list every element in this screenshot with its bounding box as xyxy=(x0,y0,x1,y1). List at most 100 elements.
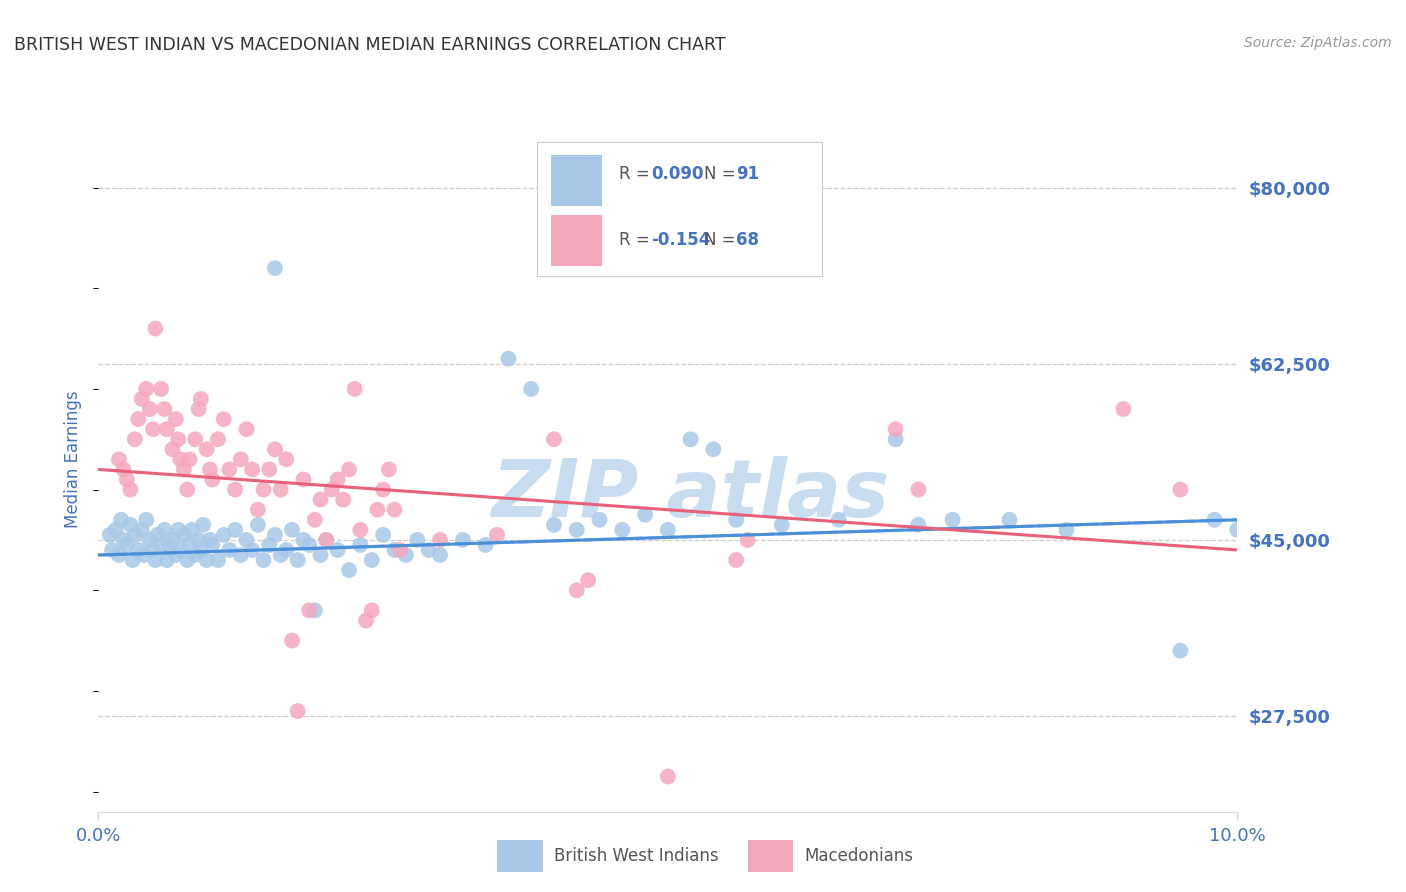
Point xyxy=(224,483,246,497)
Point xyxy=(576,573,599,587)
FancyBboxPatch shape xyxy=(748,840,793,871)
Point xyxy=(298,603,321,617)
Point xyxy=(998,513,1021,527)
Point xyxy=(384,543,406,558)
Point xyxy=(173,462,195,476)
Point xyxy=(657,769,679,784)
Point xyxy=(270,483,292,497)
Point xyxy=(679,432,702,446)
Text: N =: N = xyxy=(704,165,741,183)
Point xyxy=(145,553,167,567)
Text: Macedonians: Macedonians xyxy=(804,847,914,865)
Point xyxy=(429,533,451,547)
Point xyxy=(884,432,907,446)
Point xyxy=(520,382,543,396)
Point xyxy=(474,538,496,552)
Text: -0.154: -0.154 xyxy=(651,230,710,249)
Point xyxy=(1170,643,1192,657)
Point xyxy=(1204,513,1226,527)
Point xyxy=(121,553,143,567)
Point xyxy=(304,513,326,527)
Text: Source: ZipAtlas.com: Source: ZipAtlas.com xyxy=(1244,36,1392,50)
Point xyxy=(153,402,176,417)
Point xyxy=(287,704,309,718)
Point xyxy=(193,517,215,532)
Point xyxy=(1112,402,1135,417)
Point xyxy=(201,538,224,552)
Point xyxy=(264,442,287,457)
Point xyxy=(167,523,190,537)
Point xyxy=(725,513,748,527)
Text: 68: 68 xyxy=(737,230,759,249)
Text: ZIP atlas: ZIP atlas xyxy=(492,456,890,533)
Text: BRITISH WEST INDIAN VS MACEDONIAN MEDIAN EARNINGS CORRELATION CHART: BRITISH WEST INDIAN VS MACEDONIAN MEDIAN… xyxy=(14,36,725,54)
Point xyxy=(108,452,131,467)
Point xyxy=(120,483,142,497)
Point xyxy=(124,432,146,446)
Point xyxy=(240,543,263,558)
Point xyxy=(337,563,360,577)
Point xyxy=(281,523,304,537)
Point xyxy=(127,543,149,558)
Point xyxy=(162,533,184,547)
Point xyxy=(907,483,929,497)
Point xyxy=(187,402,209,417)
Point xyxy=(884,422,907,436)
Point xyxy=(292,473,315,487)
Point xyxy=(207,432,229,446)
Point xyxy=(907,517,929,532)
Point xyxy=(112,533,135,547)
Point xyxy=(315,533,337,547)
Point xyxy=(298,538,321,552)
Point xyxy=(120,517,142,532)
Point xyxy=(146,528,169,542)
Point xyxy=(187,533,209,547)
Point xyxy=(108,548,131,562)
Point xyxy=(142,422,165,436)
Text: N =: N = xyxy=(704,230,741,249)
Point xyxy=(252,483,274,497)
Point xyxy=(240,462,263,476)
Point xyxy=(212,528,235,542)
Point xyxy=(332,492,354,507)
Point xyxy=(1170,483,1192,497)
Point xyxy=(543,432,565,446)
Point xyxy=(165,548,187,562)
Point xyxy=(371,483,394,497)
Point xyxy=(287,553,309,567)
Point xyxy=(142,543,165,558)
Point xyxy=(252,553,274,567)
Point xyxy=(498,351,520,366)
Point xyxy=(165,412,187,426)
Point xyxy=(195,553,218,567)
Point xyxy=(132,548,155,562)
Point xyxy=(354,614,377,628)
Point xyxy=(184,432,207,446)
Point xyxy=(337,462,360,476)
Point xyxy=(156,553,179,567)
Point xyxy=(343,382,366,396)
Point xyxy=(115,538,138,552)
Point xyxy=(156,422,179,436)
Point xyxy=(565,523,588,537)
Point xyxy=(157,538,180,552)
Point xyxy=(150,382,173,396)
Point xyxy=(429,548,451,562)
Point xyxy=(190,543,212,558)
Point xyxy=(179,452,201,467)
Point xyxy=(135,382,157,396)
Point xyxy=(942,513,965,527)
Point xyxy=(235,422,257,436)
Point xyxy=(184,548,207,562)
Point xyxy=(588,513,610,527)
Point xyxy=(169,452,191,467)
Point xyxy=(180,523,202,537)
Point xyxy=(115,473,138,487)
Point xyxy=(179,538,201,552)
Point xyxy=(309,492,332,507)
Point xyxy=(360,603,382,617)
Point xyxy=(378,462,401,476)
Text: 0.090: 0.090 xyxy=(651,165,703,183)
Point xyxy=(371,528,394,542)
Point xyxy=(198,533,221,547)
